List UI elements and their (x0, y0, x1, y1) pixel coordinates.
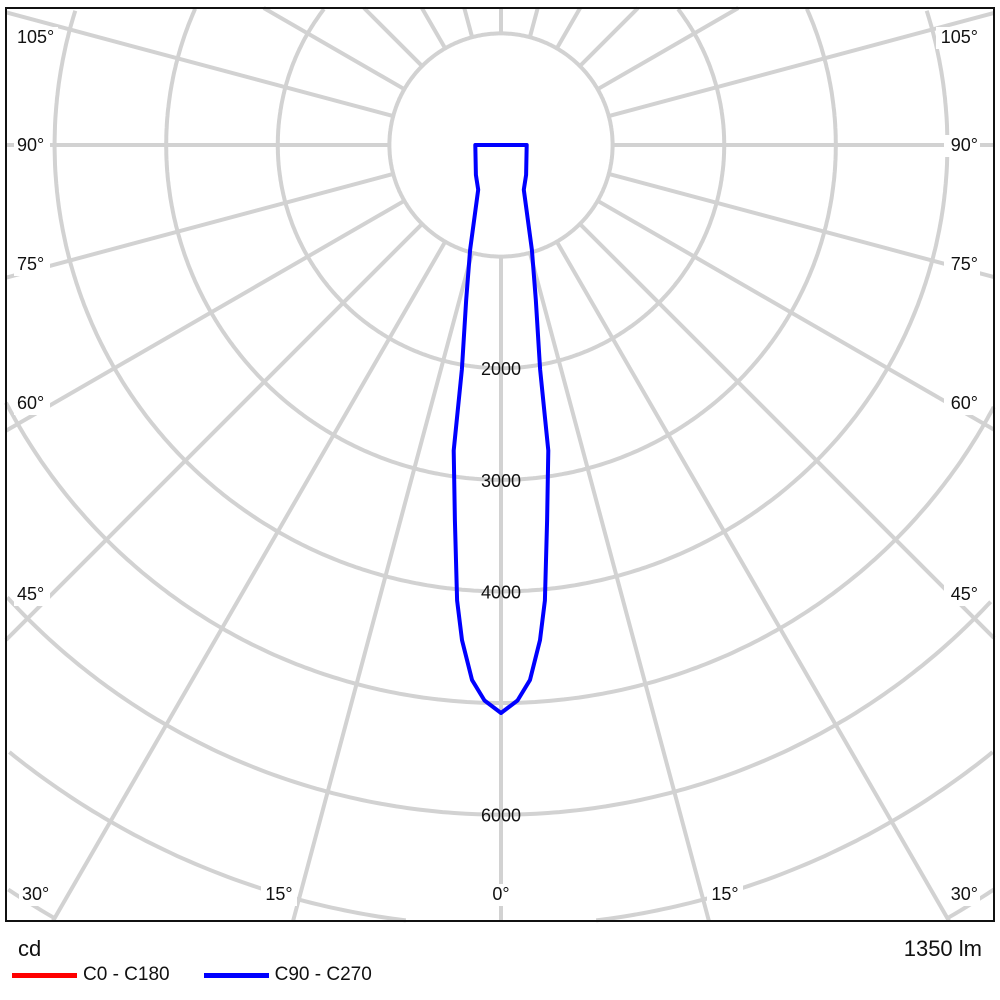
angle-label: 75° (951, 254, 978, 274)
intensity-tick-label: 3000 (481, 471, 521, 491)
grid-radial-line (527, 252, 711, 922)
legend-item-c0-c180: C0 - C180 (12, 964, 170, 986)
grid-radial-line (578, 6, 640, 68)
angle-label-bg (944, 393, 980, 415)
series-line-c90-c270 (451, 143, 551, 715)
angle-label-bg (707, 884, 743, 906)
grid-circle (8, 750, 994, 923)
intensity-tick-label: 2000 (481, 359, 521, 379)
angle-label-bg (944, 884, 980, 906)
unit-label: cd (18, 936, 42, 961)
legend: C0 - C180 C90 - C270 (12, 964, 406, 986)
grid-radial-line (4, 222, 424, 642)
angle-label: 30° (951, 884, 978, 904)
grid-radial-line (608, 171, 995, 280)
intensity-tick-label: 4000 (481, 582, 521, 602)
angle-label-bg (944, 584, 980, 606)
grid-radial-line (527, 7, 540, 38)
grid-circle (5, 596, 993, 817)
angle-label-bg (19, 884, 55, 906)
legend-label: C90 - C270 (274, 964, 372, 985)
angle-label: 45° (17, 584, 44, 604)
grid-radial-line (596, 6, 740, 91)
legend-label: C0 - C180 (83, 964, 170, 985)
grid-radial-line (51, 240, 447, 923)
grid-radial-line (262, 6, 406, 91)
angle-label: 75° (17, 254, 44, 274)
angle-label-bg (14, 254, 50, 276)
grid-radial-line (5, 171, 394, 280)
intensity-tick-label: 6000 (481, 806, 521, 826)
chart-frame (5, 7, 995, 922)
angle-label-bg (944, 254, 980, 276)
grid-circle (164, 8, 838, 482)
angle-label-bg (944, 135, 980, 157)
angle-label: 15° (265, 884, 292, 904)
grid-circle (275, 7, 727, 371)
legend-swatch-red (12, 972, 77, 978)
grid-radial-line (596, 199, 996, 432)
angle-label-bg (14, 393, 50, 415)
grid-radial-line (578, 222, 996, 640)
angle-label: 30° (22, 884, 49, 904)
angle-label: 60° (951, 393, 978, 413)
grid-radial-line (5, 10, 394, 119)
grid-radial-line (555, 240, 951, 923)
grid-circle (4, 401, 996, 705)
angle-label-bg (14, 27, 58, 49)
angle-label: 105° (17, 27, 54, 47)
polar-intensity-chart: 2000 3000 4000 6000 105° 90° 75° 60° 45° 30° 105° 9… (4, 6, 996, 923)
angle-label: 60° (17, 393, 44, 413)
angle-label-bg (261, 884, 297, 906)
grid-radial-line (462, 7, 475, 38)
angle-label: 105° (941, 27, 978, 47)
grid-radial-line (291, 252, 475, 922)
angle-label: 45° (951, 584, 978, 604)
angle-label-bg (14, 135, 50, 157)
luminous-flux-label: 1350 lm (903, 936, 982, 961)
grid-radial-line (555, 6, 582, 50)
angle-label: 90° (17, 135, 44, 155)
angle-label-bg (14, 584, 50, 606)
angle-label: 15° (711, 884, 738, 904)
angle-label: 90° (951, 135, 978, 155)
legend-item-c90-c270: C90 - C270 (203, 964, 372, 986)
legend-swatch-blue (203, 972, 269, 978)
angle-label: 0° (492, 884, 509, 904)
grid-radial-line (420, 6, 447, 50)
grid-radial-line (608, 10, 995, 119)
grid-circle (52, 10, 950, 594)
grid-radial-line (4, 199, 406, 433)
angle-label-bg (936, 27, 980, 49)
angle-label-bg (483, 884, 519, 906)
grid-radial-line (362, 6, 424, 68)
